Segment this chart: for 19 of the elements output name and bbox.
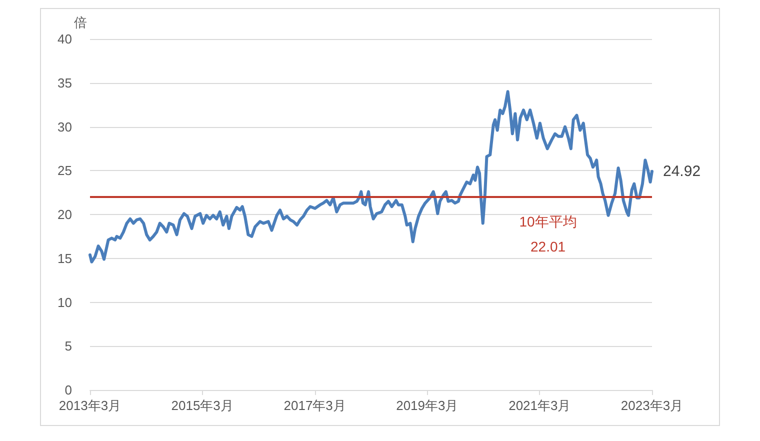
line-series: [88, 90, 654, 264]
y-tick-label: 30: [58, 119, 72, 134]
x-tick-label: 2019年3月: [396, 398, 458, 413]
y-tick-label: 40: [58, 32, 72, 46]
y-tick-label: 5: [64, 338, 72, 354]
y-tick-label: 20: [58, 207, 72, 222]
x-tick-label: 2023年3月: [620, 398, 684, 413]
x-tick-label: 2017年3月: [284, 398, 346, 413]
ref-line-label: 10年平均 22.01: [519, 213, 577, 254]
y-axis-title: 倍: [74, 15, 87, 30]
y-tick-label: 35: [58, 75, 72, 90]
x-tick-label: 2021年3月: [508, 398, 571, 413]
x-tick-label: 2015年3月: [171, 398, 234, 413]
y-tick-label: 0: [64, 382, 72, 398]
x-tick-label: 2013年3月: [58, 398, 122, 413]
y-tick-label: 15: [58, 250, 72, 266]
y-tick-label: 10: [58, 294, 72, 310]
annotation: 24.92: [663, 162, 701, 180]
y-tick-label: 25: [58, 163, 72, 178]
